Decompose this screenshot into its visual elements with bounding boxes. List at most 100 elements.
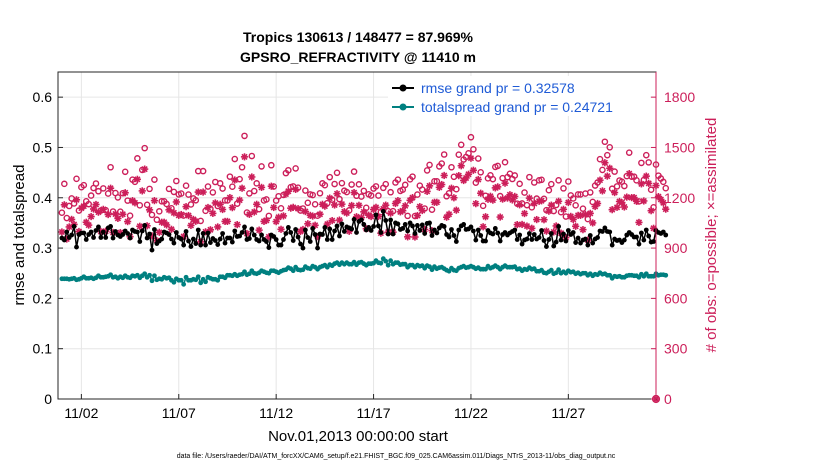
possible-obs-marker	[433, 178, 441, 185]
rmse-point	[322, 225, 328, 230]
assimilated-obs-marker	[545, 207, 553, 215]
y-right-tick-label: 1200	[664, 190, 695, 206]
rmse-point	[188, 244, 194, 249]
rmse-point	[190, 236, 196, 242]
possible-obs-marker	[277, 205, 285, 212]
rmse-point	[173, 230, 179, 235]
possible-obs-marker	[457, 141, 465, 149]
spread-point	[378, 260, 384, 266]
assimilated-obs-marker	[447, 184, 456, 192]
assimilated-obs-marker	[60, 201, 68, 209]
rmse-point	[312, 232, 318, 237]
spread-point	[195, 274, 201, 280]
y-tick-label: 0	[44, 391, 52, 407]
rmse-point	[621, 237, 627, 243]
rmse-point	[152, 227, 157, 232]
rmse-point	[536, 235, 542, 240]
possible-obs-marker	[404, 212, 411, 220]
possible-obs-marker	[253, 180, 260, 187]
legend-rmse-label: rmse grand pr = 0.32578	[421, 80, 575, 96]
possible-obs-marker	[338, 179, 346, 187]
possible-obs-marker	[219, 185, 226, 192]
rmse-point	[96, 224, 101, 230]
assimilated-obs-marker	[372, 203, 380, 211]
rmse-point	[142, 223, 148, 228]
assimilated-obs-marker	[304, 220, 312, 228]
rmse-point	[361, 222, 367, 227]
possible-obs-marker	[358, 193, 365, 200]
assimilated-obs-marker	[516, 201, 524, 209]
assimilated-obs-marker	[216, 200, 224, 208]
rmse-point	[524, 236, 530, 242]
possible-obs-marker	[596, 155, 604, 163]
spread-point	[198, 280, 204, 286]
possible-obs-marker	[87, 192, 95, 199]
assimilated-obs-marker	[662, 205, 670, 213]
rmse-point	[556, 224, 562, 229]
assimilated-obs-marker	[576, 211, 585, 219]
rmse-point	[351, 217, 357, 222]
rmse-point	[239, 230, 245, 235]
chart-subtitle: GPSRO_REFRACTIVITY @ 11410 m	[240, 49, 476, 65]
assimilated-obs-marker	[355, 201, 363, 209]
rmse-point	[290, 238, 296, 243]
assimilated-obs-marker	[486, 192, 495, 200]
assimilated-obs-marker	[438, 180, 446, 189]
assimilated-obs-marker	[513, 221, 521, 229]
rmse-point	[341, 229, 347, 234]
rmse-point	[144, 235, 150, 241]
rmse-point	[339, 221, 345, 227]
assimilated-obs-marker	[445, 210, 453, 218]
assimilated-obs-marker	[547, 201, 555, 209]
rmse-point	[127, 235, 133, 241]
y-tick-label: 0.6	[33, 89, 53, 105]
possible-obs-marker	[209, 189, 217, 196]
rmse-point	[83, 237, 89, 242]
possible-obs-marker	[538, 176, 545, 184]
rmse-point	[553, 239, 559, 245]
assimilated-obs-marker	[94, 208, 103, 216]
rmse-point	[492, 226, 498, 231]
spread-point	[290, 268, 296, 274]
rmse-point	[497, 238, 503, 244]
assimilated-obs-marker	[635, 218, 643, 227]
assimilated-obs-marker	[408, 194, 417, 202]
rmse-point	[113, 229, 118, 234]
rmse-point	[134, 229, 140, 235]
possible-obs-marker	[633, 177, 640, 184]
possible-obs-marker	[302, 187, 309, 194]
rmse-point	[402, 222, 408, 227]
assimilated-obs-marker	[540, 216, 548, 224]
assimilated-obs-marker	[611, 188, 619, 197]
rmse-point	[376, 223, 381, 229]
assimilated-obs-marker	[292, 185, 300, 193]
y-right-tick-label: 1800	[664, 89, 695, 105]
rmse-point	[74, 244, 79, 250]
assimilated-obs-marker	[418, 206, 426, 215]
rmse-point	[531, 232, 537, 237]
x-tick-label: 11/22	[454, 405, 488, 421]
assimilated-obs-marker	[155, 228, 163, 236]
assimilated-obs-marker	[620, 203, 628, 211]
assimilated-obs-marker	[250, 208, 258, 216]
rmse-point	[264, 239, 269, 244]
assimilated-obs-marker	[321, 202, 329, 210]
possible-obs-marker	[250, 187, 258, 195]
y-tick-label: 0.5	[33, 139, 53, 155]
possible-obs-marker	[642, 151, 650, 159]
rmse-point	[587, 233, 593, 238]
rmse-point	[195, 227, 201, 233]
rmse-point	[565, 228, 571, 233]
assimilated-obs-marker	[360, 208, 368, 216]
rmse-point	[483, 238, 488, 244]
possible-obs-marker	[326, 173, 334, 181]
possible-obs-marker	[248, 152, 256, 160]
rmse-point	[526, 231, 532, 236]
rmse-point	[302, 227, 308, 233]
assimilated-obs-marker	[440, 171, 448, 180]
rmse-point	[178, 236, 184, 242]
rmse-point	[61, 237, 67, 243]
rmse-point	[103, 235, 109, 240]
rmse-point	[478, 233, 484, 238]
rmse-point	[634, 234, 639, 240]
